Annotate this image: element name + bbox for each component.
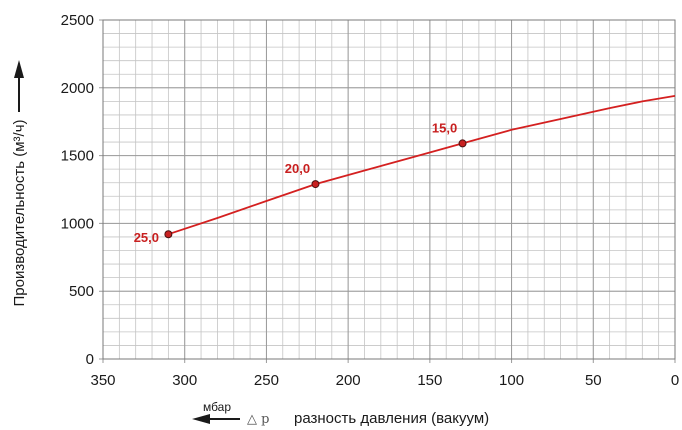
data-point: [311, 180, 320, 189]
x-unit-label: мбар: [203, 400, 231, 414]
x-tick-label: 300: [172, 372, 197, 389]
y-tick-label: 500: [69, 283, 94, 300]
y-tick-label: 1500: [61, 148, 94, 165]
x-tick-label: 50: [585, 372, 602, 389]
data-point-label: 20,0: [285, 161, 310, 176]
y-tick-label: 2500: [61, 12, 94, 29]
x-axis-title: разность давления (вакуум): [294, 410, 489, 427]
data-point-label: 25,0: [134, 230, 159, 245]
x-tick-label: 150: [417, 372, 442, 389]
data-points: 25,0 20,0 15,0: [134, 120, 467, 245]
y-tick-label: 1000: [61, 215, 94, 232]
data-point: [458, 139, 467, 148]
minor-grid: [102, 19, 676, 360]
delta-p-symbol: △ p: [247, 412, 269, 427]
series-line: [168, 95, 676, 236]
x-tick-label: 200: [336, 372, 361, 389]
tick-labels: 350 300 250 200 150 100 50 00500100015002000250…: [61, 12, 680, 389]
series-layer: [168, 95, 676, 236]
y-axis-title: Производительность (м³/ч): [11, 119, 28, 306]
data-point-label: 15,0: [432, 120, 457, 135]
x-tick-label: 350: [90, 372, 115, 389]
data-point: [164, 230, 173, 239]
y-tick-label: 0: [86, 351, 94, 368]
y-axis-arrow: [14, 60, 24, 112]
major-grid: [99, 19, 676, 363]
x-tick-label: 0: [671, 372, 679, 389]
x-tick-label: 250: [254, 372, 279, 389]
plot-frame: [102, 19, 676, 360]
x-tick-label: 100: [499, 372, 524, 389]
x-axis-arrow: [192, 414, 240, 424]
y-tick-label: 2000: [61, 80, 94, 97]
